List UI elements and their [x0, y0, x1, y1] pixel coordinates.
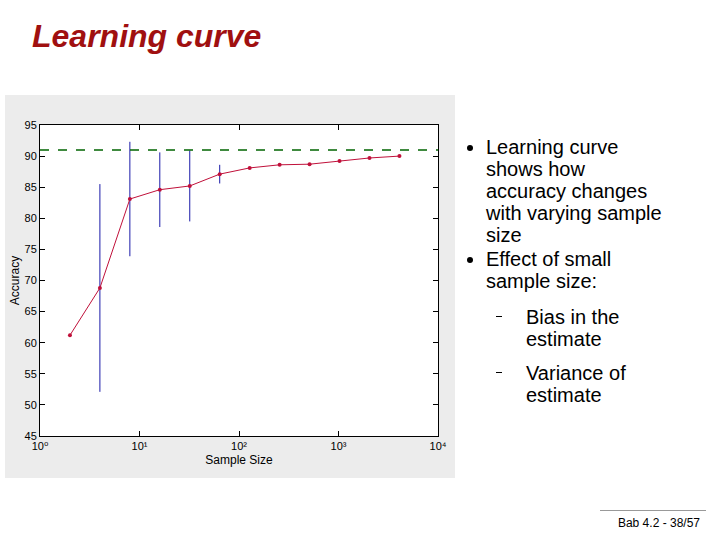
svg-text:Accuracy: Accuracy — [8, 256, 22, 305]
html-text:Learning curve shows how accur: Learning curve shows how accuracy change… — [486, 136, 662, 246]
svg-text:95: 95 — [25, 119, 37, 131]
html-text:Learning curve: Learning curve — [32, 18, 262, 54]
html-text:Effect of small sample size:: Effect of small sample size: — [486, 248, 612, 292]
svg-text:80: 80 — [25, 212, 37, 224]
svg-text:75: 75 — [25, 243, 37, 255]
svg-text:50: 50 — [25, 399, 37, 411]
svg-text:70: 70 — [25, 274, 37, 286]
svg-text:65: 65 — [25, 305, 37, 317]
svg-text:60: 60 — [25, 337, 37, 349]
svg-text:90: 90 — [25, 150, 37, 162]
svg-text:85: 85 — [25, 181, 37, 193]
svg-text:Sample Size: Sample Size — [205, 453, 273, 467]
html-text:Bias in the estimate: Bias in the estimate — [526, 306, 620, 350]
svg-text:10²: 10² — [231, 440, 247, 452]
svg-text:10⁴: 10⁴ — [430, 440, 447, 452]
svg-text:55: 55 — [25, 368, 37, 380]
html-text:Variance of estimate: Variance of estimate — [526, 362, 626, 406]
svg-text:45: 45 — [25, 430, 37, 442]
svg-text:10¹: 10¹ — [132, 440, 148, 452]
svg-text:10⁰: 10⁰ — [32, 440, 49, 452]
html-text:Bab 4.2 - 38/57: Bab 4.2 - 38/57 — [617, 516, 700, 530]
svg-text:10³: 10³ — [331, 440, 347, 452]
